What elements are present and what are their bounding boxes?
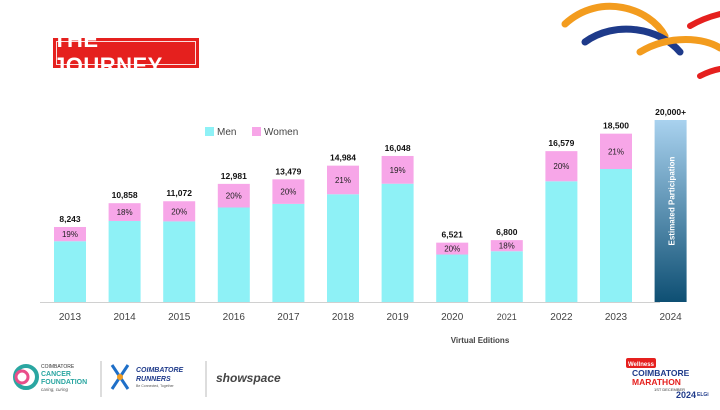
- women-pct-label-2015: 20%: [171, 207, 187, 216]
- x-tick-2018: 2018: [332, 312, 355, 323]
- x-tick-2021: 2021: [497, 312, 517, 322]
- women-pct-label-2020: 20%: [444, 245, 460, 254]
- legend-label-men: Men: [217, 127, 236, 138]
- marathon-line2: MARATHON: [632, 377, 681, 387]
- bar-men-year-2017: [272, 203, 305, 302]
- bar-women-year-2019: [381, 155, 414, 184]
- total-label-2017: 13,479: [275, 166, 301, 176]
- x-tick-2014: 2014: [113, 312, 136, 323]
- women-pct-label-2014: 18%: [117, 208, 133, 217]
- women-pct-label-2019: 19%: [390, 166, 406, 175]
- x-tick-2023: 2023: [605, 312, 628, 323]
- estimated-label: Estimated Participation: [668, 156, 677, 245]
- bar-men-year-2021: [490, 251, 523, 302]
- x-tick-2019: 2019: [386, 312, 409, 323]
- total-label-2021: 6,800: [496, 227, 518, 237]
- bar-women-year-2015: [163, 201, 196, 222]
- total-label-2014: 10,858: [112, 190, 138, 200]
- bar-women-year-2017: [272, 179, 305, 204]
- coimbatore-runners-logo: COIMBATORE RUNNERS Be Connected, Togethe…: [110, 364, 184, 390]
- bar-men-year-2013: [54, 241, 86, 302]
- women-pct-label-2021: 18%: [499, 242, 515, 251]
- bar-women-year-2013: [54, 226, 86, 242]
- women-pct-label-2023: 21%: [608, 147, 624, 156]
- showspace-logo: showspace: [216, 371, 281, 385]
- bar-men-year-2015: [163, 221, 196, 302]
- bar-men-year-2023: [600, 169, 632, 302]
- marathon-sponsor: ELGi: [697, 392, 709, 398]
- marathon-brand: Wellness: [628, 362, 655, 368]
- total-label-2020: 6,521: [442, 230, 464, 240]
- marathon-date: 1ST DECEMBER: [654, 387, 685, 392]
- bar-women-year-2023: [600, 133, 632, 170]
- women-pct-label-2013: 19%: [62, 230, 78, 239]
- bar-men-year-2022: [545, 181, 578, 302]
- total-label-2013: 8,243: [59, 214, 81, 224]
- ccf-tagline: caring, curing: [41, 387, 69, 392]
- page-title-box: THE JOURNEY: [53, 27, 199, 78]
- women-pct-label-2016: 20%: [226, 192, 242, 201]
- total-label-2016: 12,981: [221, 171, 247, 181]
- marathon-line1: COIMBATORE: [632, 368, 690, 378]
- runners-line2: RUNNERS: [136, 376, 171, 383]
- bar-men-year-2018: [327, 194, 359, 302]
- ccf-logo: COIMBATORE CANCER FOUNDATION caring, cur…: [13, 364, 87, 392]
- page-title: THE JOURNEY: [53, 27, 163, 78]
- bar-women-year-2016: [217, 183, 250, 208]
- coimbatore-marathon-logo: Wellness COIMBATORE MARATHON 1ST DECEMBE…: [626, 358, 709, 400]
- bar-women-year-2022: [545, 151, 578, 182]
- total-label-2015: 11,072: [166, 188, 192, 198]
- x-tick-2022: 2022: [550, 312, 573, 323]
- x-tick-2015: 2015: [168, 312, 191, 323]
- bar-men-year-2019: [381, 183, 414, 302]
- total-label-2024: 20,000+: [655, 107, 686, 117]
- runners-tagline: Be Connected, Together: [136, 384, 175, 388]
- women-pct-label-2022: 20%: [553, 162, 569, 171]
- total-label-2023: 18,500: [603, 121, 629, 131]
- bar-men-year-2014: [108, 220, 141, 302]
- ccf-line2: CANCER: [41, 371, 71, 378]
- total-label-2018: 14,984: [330, 153, 356, 163]
- ccf-line1: COIMBATORE: [41, 364, 75, 370]
- legend-swatch-men: [205, 127, 214, 136]
- x-tick-2024: 2024: [659, 312, 682, 323]
- footer-svg: COIMBATORE CANCER FOUNDATION caring, cur…: [13, 358, 709, 400]
- total-label-2019: 16,048: [385, 143, 411, 153]
- legend-label-women: Women: [264, 127, 298, 138]
- bar-women-year-2018: [327, 165, 359, 195]
- women-pct-label-2018: 21%: [335, 176, 351, 185]
- runners-line1: COIMBATORE: [136, 367, 184, 374]
- total-label-2022: 16,579: [548, 138, 574, 148]
- virtual-editions-note: Virtual Editions: [451, 336, 510, 345]
- bar-estimated-2024: [654, 120, 687, 302]
- x-tick-2017: 2017: [277, 312, 300, 323]
- legend-swatch-women: [252, 127, 261, 136]
- x-tick-2020: 2020: [441, 312, 464, 323]
- bar-women-year-2020: [436, 242, 469, 255]
- participation-chart: 19% 8,243 2013 18% 10,858 2014 20% 11,072 2015 20…: [40, 107, 687, 345]
- bar-women-year-2021: [490, 240, 523, 252]
- marathon-year: 2024: [676, 390, 696, 400]
- bar-women-year-2014: [108, 203, 141, 221]
- x-tick-2016: 2016: [223, 312, 246, 323]
- ccf-line3: FOUNDATION: [41, 379, 87, 386]
- bar-men-year-2020: [436, 254, 469, 302]
- footer-logos: COIMBATORE CANCER FOUNDATION caring, cur…: [0, 355, 720, 405]
- bar-men-year-2016: [217, 207, 250, 302]
- women-pct-label-2017: 20%: [280, 188, 296, 197]
- x-tick-2013: 2013: [59, 312, 82, 323]
